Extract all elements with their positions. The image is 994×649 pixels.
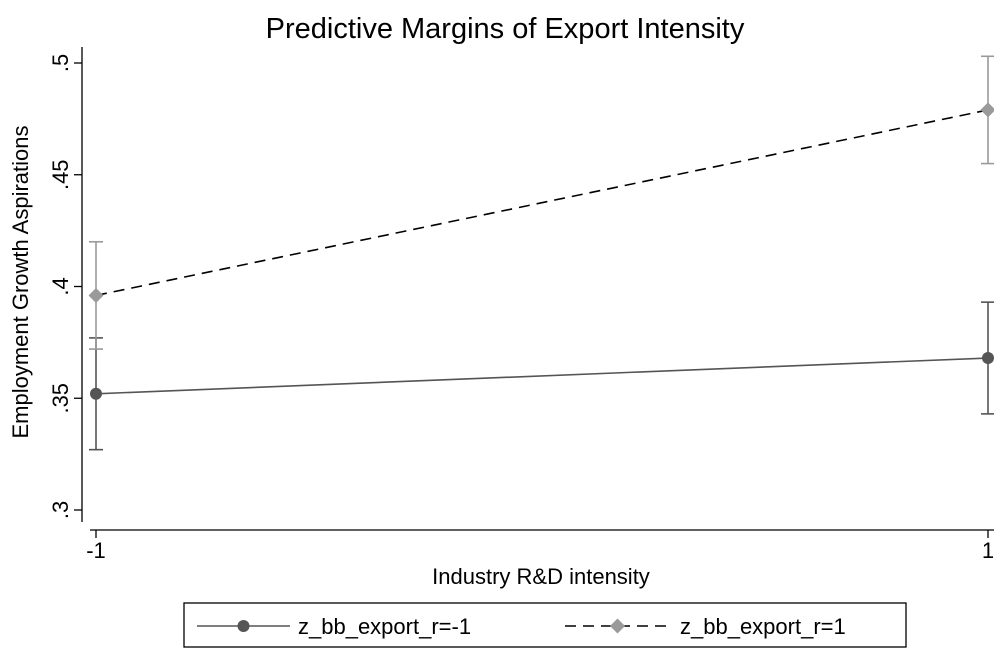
legend-marker-2 — [610, 618, 625, 634]
x-tick-label: 1 — [982, 538, 994, 563]
series-1-point — [90, 387, 102, 400]
legend-label-1: z_bb_export_r=-1 — [298, 614, 471, 639]
y-axis-label: Employment Growth Aspirations — [8, 125, 33, 438]
legend-marker-1 — [237, 620, 250, 632]
legend: z_bb_export_r=-1 z_bb_export_r=1 — [183, 602, 907, 648]
plot-area: .3 .35 .4 .45 .5 -1 1 — [48, 47, 994, 563]
y-tick-label: .5 — [48, 54, 73, 72]
x-axis-label: Industry R&D intensity — [432, 564, 650, 589]
x-tick-label: -1 — [86, 538, 106, 563]
series-1-line — [95, 357, 989, 395]
y-tick-label: .4 — [48, 277, 73, 295]
chart-title: Predictive Margins of Export Intensity — [266, 13, 745, 45]
legend-label-2: z_bb_export_r=1 — [680, 614, 846, 639]
series-1-point — [982, 352, 994, 365]
series-2-point — [980, 102, 994, 118]
series-2-line — [95, 109, 989, 297]
y-tick-label: .35 — [48, 383, 73, 414]
legend-box — [183, 602, 907, 648]
y-tick-label: .45 — [48, 159, 73, 190]
series-2-point — [88, 287, 104, 303]
y-tick-label: .3 — [48, 501, 73, 519]
